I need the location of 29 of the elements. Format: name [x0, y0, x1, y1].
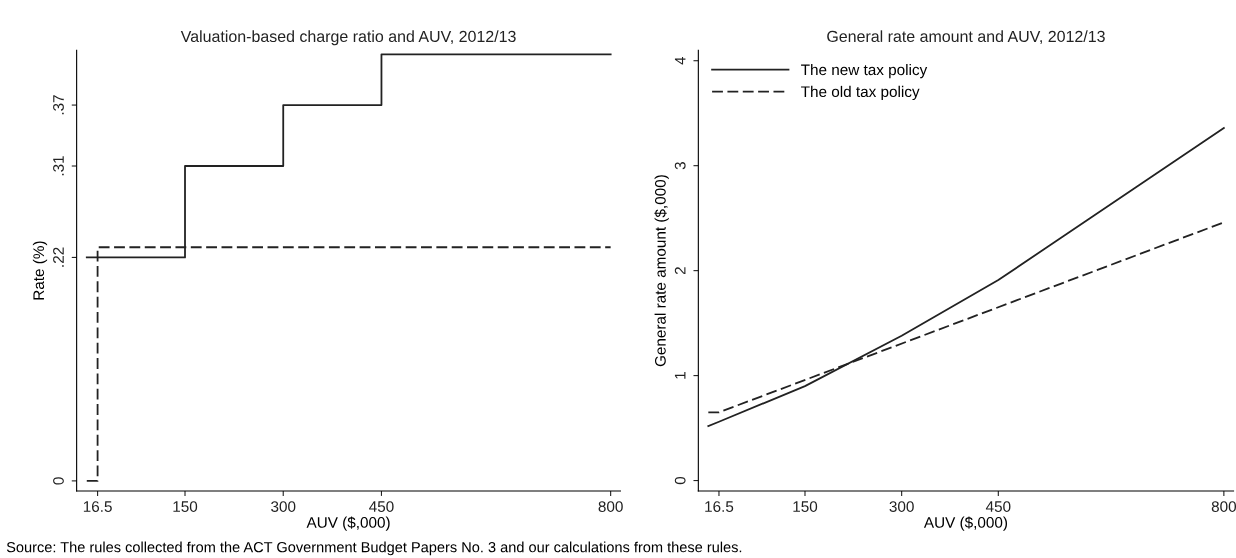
x-tick-label: 300 [889, 501, 914, 512]
legend-label: The old tax policy [801, 85, 920, 101]
x-tick-label: 800 [1211, 501, 1236, 512]
x-axis-title: AUV ($,000) [306, 516, 390, 531]
y-tick-label: 1 [674, 372, 686, 379]
x-tick-label: 150 [173, 501, 198, 512]
y-tick-label: .22 [53, 247, 64, 267]
x-tick-label: 450 [369, 501, 394, 512]
x-tick-label: 150 [793, 501, 818, 512]
y-tick-label: .37 [53, 95, 64, 115]
y-tick-label: 2 [674, 267, 686, 275]
chart-title: Valuation-based charge ratio and AUV, 2012/13 [180, 30, 516, 46]
y-tick-label: .31 [53, 156, 64, 176]
y-axis-title: Rate (%) [32, 241, 48, 300]
x-tick-label: 16.5 [83, 501, 112, 512]
x-tick-label: 450 [985, 501, 1011, 512]
y-tick-label: 0 [674, 476, 686, 485]
x-tick-label: 300 [271, 501, 296, 512]
y-tick-label: 3 [674, 162, 686, 170]
y-axis-title: General rate amount ($,000) [654, 175, 669, 367]
line-series [707, 126, 1225, 427]
x-tick-label: 16.5 [705, 501, 734, 512]
x-tick-label: 800 [598, 501, 623, 512]
x-axis-title: AUV ($,000) [923, 516, 1008, 531]
y-tick-label: 4 [674, 56, 686, 65]
legend-label: The new tax policy [801, 63, 928, 79]
chart-title: General rate amount and AUV, 2012/13 [827, 30, 1105, 44]
source-note: Source: The rules collected from the ACT Government Budget Papers No. 3 and our calculations from these rules. [6, 541, 742, 556]
y-tick-label: 0 [53, 477, 64, 485]
